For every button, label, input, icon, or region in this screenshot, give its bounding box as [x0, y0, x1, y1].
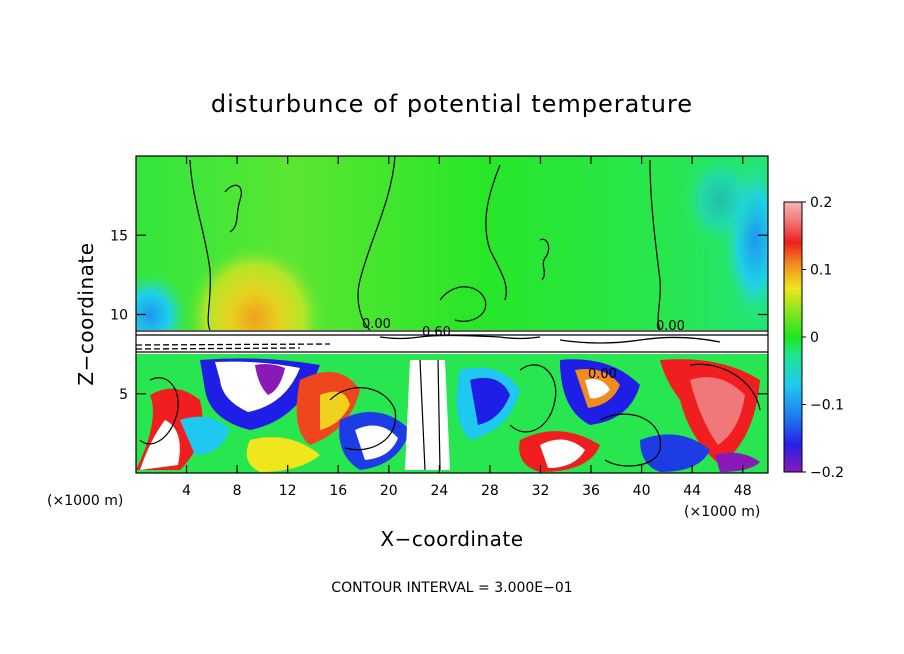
eddy-yellow-1	[320, 391, 350, 430]
x-tick-label: 12	[279, 483, 297, 499]
contour-label-group: 0.00 0.60 0.00 0.00	[362, 317, 685, 382]
x-tick-label: 48	[734, 483, 752, 499]
eddy-white-4	[540, 439, 585, 468]
lower-turbulence	[136, 358, 760, 472]
eddy-cyan-2	[180, 416, 230, 455]
y-tick-label: 10	[110, 308, 128, 324]
chart-title: disturbunce of potential temperature	[211, 90, 693, 118]
x-unit-left: (×1000 m)	[47, 493, 123, 509]
contour-label: 0.60	[422, 325, 451, 340]
eddy-white-5	[585, 379, 610, 399]
cool-anomaly-upper-mid	[680, 156, 760, 250]
eddy-yellow-2	[246, 437, 320, 472]
colorbar-tick-label: 0.1	[810, 263, 832, 279]
eddy-purple-2	[715, 452, 760, 472]
contour-label: 0.00	[656, 319, 685, 334]
x-tick-label: 24	[430, 483, 448, 499]
colorbar: 0.2 0.1 0 −0.1 −0.2	[783, 195, 844, 481]
x-tick-label: 4	[182, 483, 191, 499]
x-tick-label: 28	[481, 483, 499, 499]
eddy-blue-3	[470, 377, 510, 425]
x-tick-label: 40	[633, 483, 651, 499]
eddy-pink-1	[690, 377, 745, 445]
eddy-white-1	[140, 420, 180, 470]
x-tick-label: 44	[683, 483, 701, 499]
contour-lines	[139, 156, 761, 471]
eddy-purple-1	[255, 364, 285, 395]
y-axis-ticks: 5 10 15	[110, 228, 768, 403]
eddy-blue-5	[640, 434, 710, 472]
heatmap-field: 0.00 0.60 0.00 0.00	[136, 156, 768, 473]
x-axis-ticks: 4 8 12 16 20 24 28 32 36 40 44 48	[182, 156, 752, 499]
colorbar-gradient	[783, 201, 803, 473]
x-axis-label: X−coordinate	[380, 527, 523, 551]
colorbar-tick-label: 0.2	[810, 195, 832, 211]
y-tick-label: 5	[119, 387, 128, 403]
x-tick-label: 8	[233, 483, 242, 499]
colorbar-tick-label: 0	[810, 330, 819, 346]
x-tick-label: 36	[582, 483, 600, 499]
colorbar-tick-label: −0.1	[810, 398, 844, 414]
eddy-white-3	[355, 425, 398, 460]
contour-interval-note: CONTOUR INTERVAL = 3.000E−01	[331, 580, 572, 596]
contour-label: 0.00	[588, 367, 617, 382]
y-tick-label: 15	[110, 228, 128, 244]
colorbar-ticks: 0.2 0.1 0 −0.1 −0.2	[802, 195, 844, 481]
x-tick-label: 32	[532, 483, 550, 499]
eddy-white-column	[405, 360, 450, 470]
x-unit-right: (×1000 m)	[684, 504, 760, 520]
y-axis-label: Z−coordinate	[74, 242, 98, 385]
contour-label: 0.00	[362, 317, 391, 332]
inversion-band	[136, 330, 768, 354]
x-tick-label: 16	[329, 483, 347, 499]
x-tick-label: 20	[380, 483, 398, 499]
inversion-band-lines	[136, 330, 768, 353]
colorbar-tick-label: −0.2	[810, 465, 844, 481]
